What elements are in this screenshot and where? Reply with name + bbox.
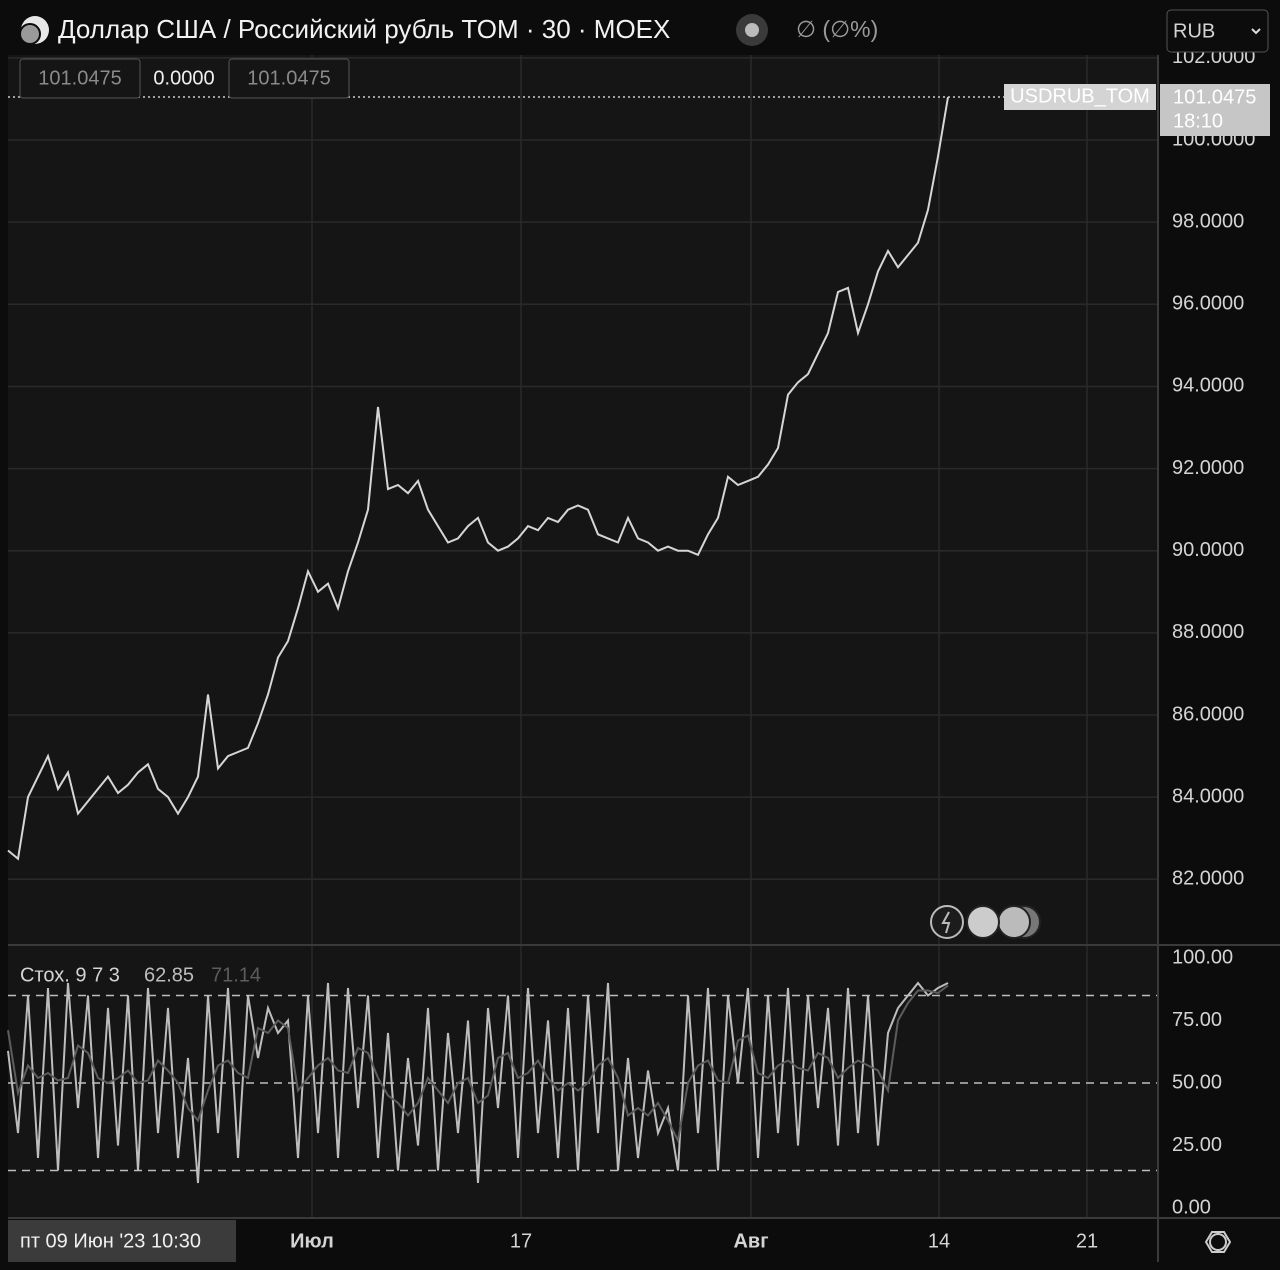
time-label: 18:10 xyxy=(1173,110,1223,132)
grid xyxy=(8,55,1158,1218)
series-label: USDRUB_TOM xyxy=(1010,85,1150,107)
y-tick-label: 102.0000 xyxy=(1172,46,1255,68)
crosshair-box xyxy=(8,1220,236,1262)
series-line xyxy=(7,984,949,1144)
status-indicator xyxy=(745,23,759,37)
x-tick-label: 21 xyxy=(1076,1230,1098,1252)
currency[interactable]: RUB xyxy=(1173,20,1215,42)
event-icons[interactable] xyxy=(930,905,1041,939)
header-bar xyxy=(0,0,1280,52)
event-icon[interactable] xyxy=(966,905,1000,939)
series-line xyxy=(7,981,949,1184)
ohlc-box xyxy=(19,58,141,99)
y-tick-label: 88.0000 xyxy=(1172,621,1244,643)
x-tick-label: 17 xyxy=(510,1230,532,1252)
ohlc-box xyxy=(228,58,350,99)
event-icon[interactable] xyxy=(941,911,951,934)
ohlc-value: 101.0475 xyxy=(247,67,330,89)
crosshair-label: пт 09 Июн '23 10:30 xyxy=(20,1230,201,1252)
y-tick-label: 75.00 xyxy=(1172,1009,1222,1031)
price-label: 101.0475 xyxy=(1173,86,1256,108)
x-tick-label: Июл xyxy=(290,1230,334,1252)
price-axis: 82.0000 84.0000 86.0000 88.0000 90.0000 92.00… xyxy=(1172,46,1255,890)
x-tick-label: Авг xyxy=(733,1230,768,1252)
change: ∅ (∅%) xyxy=(796,16,878,42)
marks xyxy=(7,96,1004,1184)
y-tick-label: 84.0000 xyxy=(1172,785,1244,807)
y-tick-label: 94.0000 xyxy=(1172,375,1244,397)
event-icon[interactable] xyxy=(997,905,1031,939)
y-tick-label: 90.0000 xyxy=(1172,539,1244,561)
y-tick-label: 0.00 xyxy=(1172,1196,1211,1218)
y-tick-label: 96.0000 xyxy=(1172,293,1244,315)
settings-button[interactable] xyxy=(1204,1231,1232,1253)
y-tick-label: 100.00 xyxy=(1172,946,1233,968)
currency-select[interactable] xyxy=(1166,9,1269,53)
y-tick-label: 98.0000 xyxy=(1172,210,1244,232)
dropdown-arrow[interactable] xyxy=(1251,28,1261,35)
price-label-box xyxy=(1160,83,1270,136)
y-tick-label: 50.00 xyxy=(1172,1071,1222,1093)
settings-icon[interactable] xyxy=(1209,1233,1227,1251)
y-tick-label: 86.0000 xyxy=(1172,703,1244,725)
y-tick-label: 82.0000 xyxy=(1172,868,1244,890)
indicator-value: 71.14 xyxy=(211,964,261,986)
series-label-box xyxy=(1004,83,1156,110)
y-tick-label: 92.0000 xyxy=(1172,457,1244,479)
symbol-logo xyxy=(19,23,41,45)
y-tick-label: 25.00 xyxy=(1172,1134,1222,1156)
ohlc-value: 101.0475 xyxy=(38,67,121,89)
x-tick-label: 14 xyxy=(928,1230,950,1252)
settings-icon[interactable] xyxy=(1204,1231,1232,1253)
indicator-title: Стох. 9 7 3 xyxy=(20,964,120,986)
chart-title: Доллар США / Российский рубль TOM · 30 ·… xyxy=(58,14,670,44)
indicator-value: 62.85 xyxy=(144,964,194,986)
ohlc-value: 0.0000 xyxy=(153,67,214,89)
series-line xyxy=(7,96,949,861)
plot-area xyxy=(8,55,1158,1218)
